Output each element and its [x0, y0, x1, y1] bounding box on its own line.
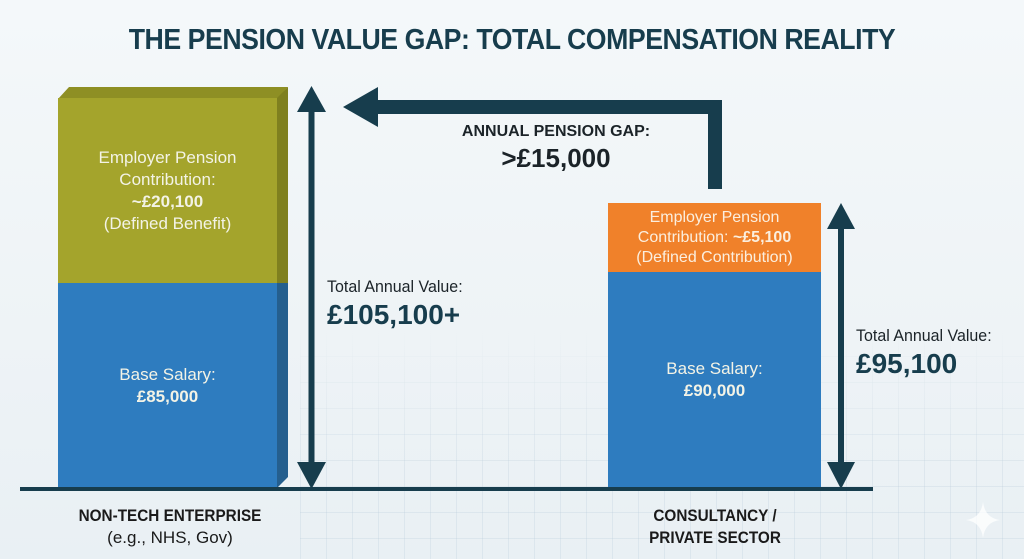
bar-side-face-salary: [277, 283, 288, 488]
pension-label-line2: Contribution:: [119, 169, 216, 189]
category-name-line2: PRIVATE SECTOR: [649, 528, 781, 547]
total-value: £95,100: [856, 348, 958, 379]
gap-label: ANNUAL PENSION GAP:: [461, 123, 651, 140]
sparkle-icon: [966, 502, 1000, 538]
left-stacked-bar: Employer Pension Contribution: ~£20,100 …: [58, 87, 288, 488]
total-label: Total Annual Value:: [856, 326, 992, 345]
pension-label-line2-with-value: Contribution: ~£5,100: [637, 228, 792, 246]
salary-value: £85,000: [136, 386, 199, 406]
left-total-annotation: Total Annual Value: £105,100+: [327, 276, 471, 332]
right-category-label: CONSULTANCY / PRIVATE SECTOR: [600, 505, 830, 549]
salary-label: Base Salary:: [666, 359, 763, 378]
salary-label: Base Salary:: [119, 364, 216, 384]
category-name: NON-TECH ENTERPRISE: [78, 506, 262, 525]
page-title: THE PENSION VALUE GAP: TOTAL COMPENSATIO…: [128, 24, 896, 56]
bar-top-face: [58, 87, 288, 99]
pension-value: ~£20,100: [131, 191, 204, 211]
right-salary-segment: Base Salary: £90,000: [608, 272, 821, 488]
pension-value: ~£5,100: [732, 228, 792, 246]
right-total-annotation: Total Annual Value: £95,100: [856, 325, 1000, 381]
pension-type: (Defined Contribution): [636, 248, 793, 266]
left-salary-segment: Base Salary: £85,000: [58, 283, 277, 488]
category-subtitle: (e.g., NHS, Gov): [107, 528, 233, 547]
x-axis-baseline: [20, 487, 873, 491]
pension-label-line1: Employer Pension: [649, 208, 780, 226]
left-category-label: NON-TECH ENTERPRISE (e.g., NHS, Gov): [40, 505, 300, 549]
bar-side-face-pension: [277, 87, 288, 283]
pension-type: (Defined Benefit): [103, 213, 232, 233]
left-total-double-arrow-icon: [297, 86, 326, 489]
category-name-line1: CONSULTANCY /: [653, 506, 777, 525]
right-stacked-bar: Employer Pension Contribution: ~£5,100 (…: [608, 203, 821, 488]
pension-gap-annotation: ANNUAL PENSION GAP: >£15,000: [436, 122, 676, 174]
pension-label-line1: Employer Pension: [98, 147, 237, 167]
left-pension-segment: Employer Pension Contribution: ~£20,100 …: [58, 98, 277, 283]
gap-value: >£15,000: [501, 143, 611, 173]
total-value: £105,100+: [327, 299, 461, 330]
right-total-double-arrow-icon: [827, 203, 855, 489]
total-label: Total Annual Value:: [327, 277, 463, 296]
salary-value: £90,000: [683, 381, 746, 400]
right-pension-segment: Employer Pension Contribution: ~£5,100 (…: [608, 203, 821, 272]
pension-gap-arrow-icon: [343, 87, 722, 189]
